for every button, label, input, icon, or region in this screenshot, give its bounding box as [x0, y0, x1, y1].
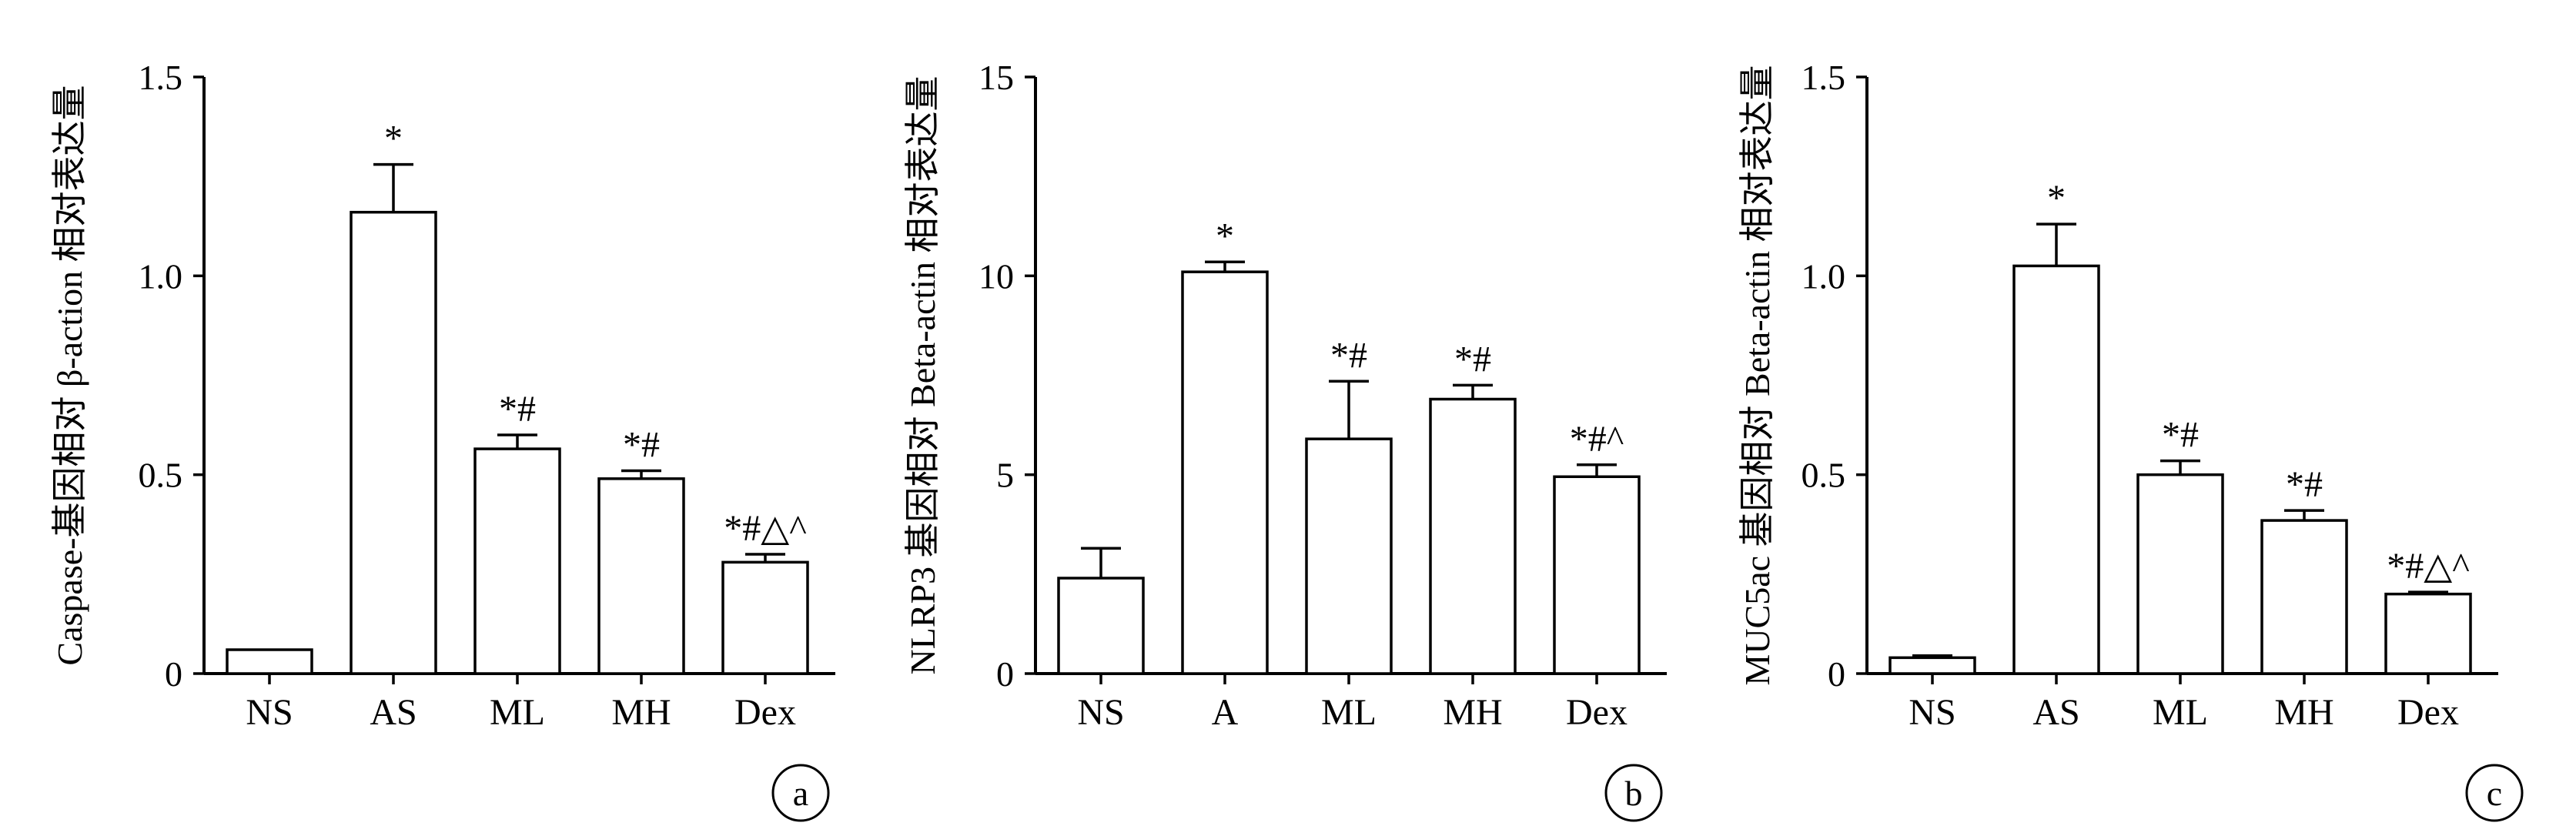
y-tick-label: 1.5 [1802, 58, 1846, 97]
y-tick-label: 0.5 [139, 456, 183, 495]
significance-label: * [384, 119, 403, 159]
y-axis-title: NLRP3 基因相对 Beta-actin 相对表达量 [903, 75, 942, 674]
x-tick-label: MH [2274, 692, 2333, 733]
x-tick-label: ML [2153, 692, 2208, 733]
x-tick-label: NS [246, 692, 293, 733]
bar [2260, 519, 2348, 675]
bar [473, 447, 561, 675]
x-tick-label: Dex [2397, 692, 2459, 733]
bar [1429, 397, 1517, 675]
bar [721, 560, 809, 675]
significance-label: *# [1454, 339, 1491, 380]
x-tick-label: MH [1443, 692, 1502, 733]
significance-label: *#△^ [2387, 546, 2469, 587]
bar [1181, 270, 1269, 675]
bar [1057, 577, 1145, 675]
y-tick-label: 0 [996, 654, 1014, 694]
chart-panel-b: 0 5 10 15 NLRP3 基因相对 Beta-actin 相对表达量 NS * A *# M… [903, 58, 1667, 822]
y-tick-label: 1.5 [139, 58, 183, 97]
x-tick-label: MH [611, 692, 671, 733]
significance-label: *# [2162, 415, 2199, 456]
y-tick-label: 1.0 [1802, 256, 1846, 296]
x-tick-label: NS [1077, 692, 1124, 733]
y-tick-label: 15 [979, 58, 1014, 97]
y-tick-label: 1.0 [139, 256, 183, 296]
panel-label-circle [771, 764, 830, 822]
panel-label: b [1625, 774, 1643, 813]
x-tick-label: Dex [734, 692, 796, 733]
bar [1305, 437, 1393, 675]
significance-label: *#△^ [724, 508, 806, 549]
y-tick-label: 0.5 [1802, 456, 1846, 495]
y-tick-label: 0 [1828, 654, 1845, 694]
bar [1553, 475, 1641, 675]
significance-label: *# [499, 389, 536, 430]
x-tick-label: A [1212, 692, 1239, 733]
bar [597, 477, 685, 675]
y-axis-title: Caspase-基因相对 β-action 相对表达量 [50, 85, 89, 665]
panel-label: a [793, 774, 808, 813]
significance-label: * [2047, 178, 2066, 219]
bar [226, 648, 313, 675]
bar [2012, 264, 2100, 675]
panel-label-circle [1604, 764, 1663, 822]
chart-panel-c: 0 0.5 1.0 1.5 MUC5ac 基因相对 Beta-actin 相对表达量 NS… [1738, 58, 2524, 822]
bar [2136, 473, 2224, 675]
y-tick-label: 10 [979, 256, 1014, 296]
x-tick-label: Dex [1566, 692, 1628, 733]
x-tick-label: ML [490, 692, 545, 733]
panel-label: c [2487, 774, 2502, 813]
bar [1889, 656, 1976, 675]
bar [2384, 592, 2472, 675]
significance-label: *#^ [1570, 419, 1624, 460]
y-axis-title: MUC5ac 基因相对 Beta-actin 相对表达量 [1738, 65, 1777, 685]
y-tick-label: 5 [996, 456, 1014, 495]
significance-label: * [1216, 216, 1234, 256]
x-tick-label: AS [2032, 692, 2079, 733]
x-tick-label: ML [1321, 692, 1377, 733]
panel-label-circle [2465, 764, 2524, 822]
bar [350, 210, 437, 675]
significance-label: *# [623, 425, 660, 466]
chart-panel-a: 0 0.5 1.0 1.5 Caspase-基因相对 β-action 相对表达量 NS *… [50, 58, 835, 822]
y-tick-label: 0 [165, 654, 182, 694]
x-tick-label: NS [1909, 692, 1955, 733]
significance-label: *# [1330, 335, 1367, 376]
significance-label: *# [2286, 464, 2323, 505]
x-tick-label: AS [370, 692, 417, 733]
